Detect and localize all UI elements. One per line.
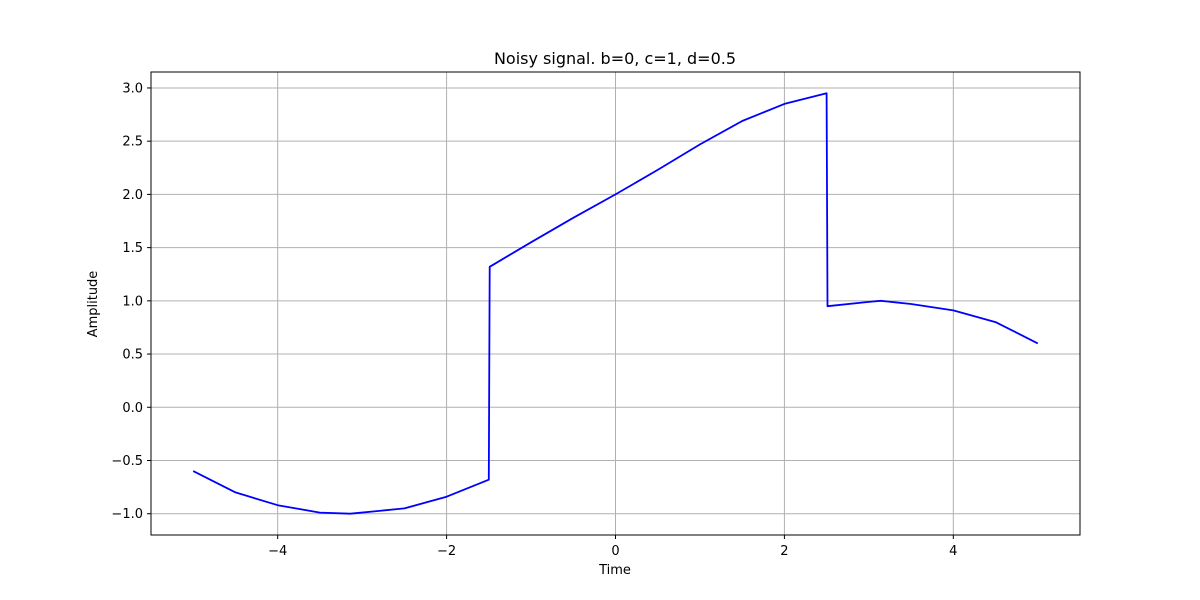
y-tick-label: 0.0: [122, 401, 143, 416]
signal-line: [192, 92, 1039, 515]
y-tick-label: 2.0: [122, 188, 143, 203]
x-tick-label: 0: [611, 544, 619, 559]
x-axis-title: Time: [598, 563, 631, 578]
series-layer: [192, 92, 1039, 515]
y-tick-label: 1.5: [122, 241, 143, 256]
y-tick-label: −0.5: [111, 454, 143, 469]
x-tick-label: −4: [268, 544, 287, 559]
chart-title: Noisy signal. b=0, c=1, d=0.5: [494, 49, 736, 68]
y-tick-label: 1.0: [122, 294, 143, 309]
x-tick-label: 4: [949, 544, 957, 559]
y-axis-title: Amplitude: [86, 271, 101, 338]
y-tick-label: 2.5: [122, 135, 143, 150]
x-tick-label: −2: [437, 544, 456, 559]
y-tick-label: −1.0: [111, 507, 143, 522]
y-tick-label: 3.0: [122, 81, 143, 96]
ticks: −4 −2 0 2 4 −1.0 −0.5 0.0 0.5 1.0 1.5 2.0 2.5 3.0: [111, 81, 957, 559]
grid: [151, 72, 1080, 535]
x-tick-label: 2: [780, 544, 788, 559]
y-tick-label: 0.5: [122, 348, 143, 363]
